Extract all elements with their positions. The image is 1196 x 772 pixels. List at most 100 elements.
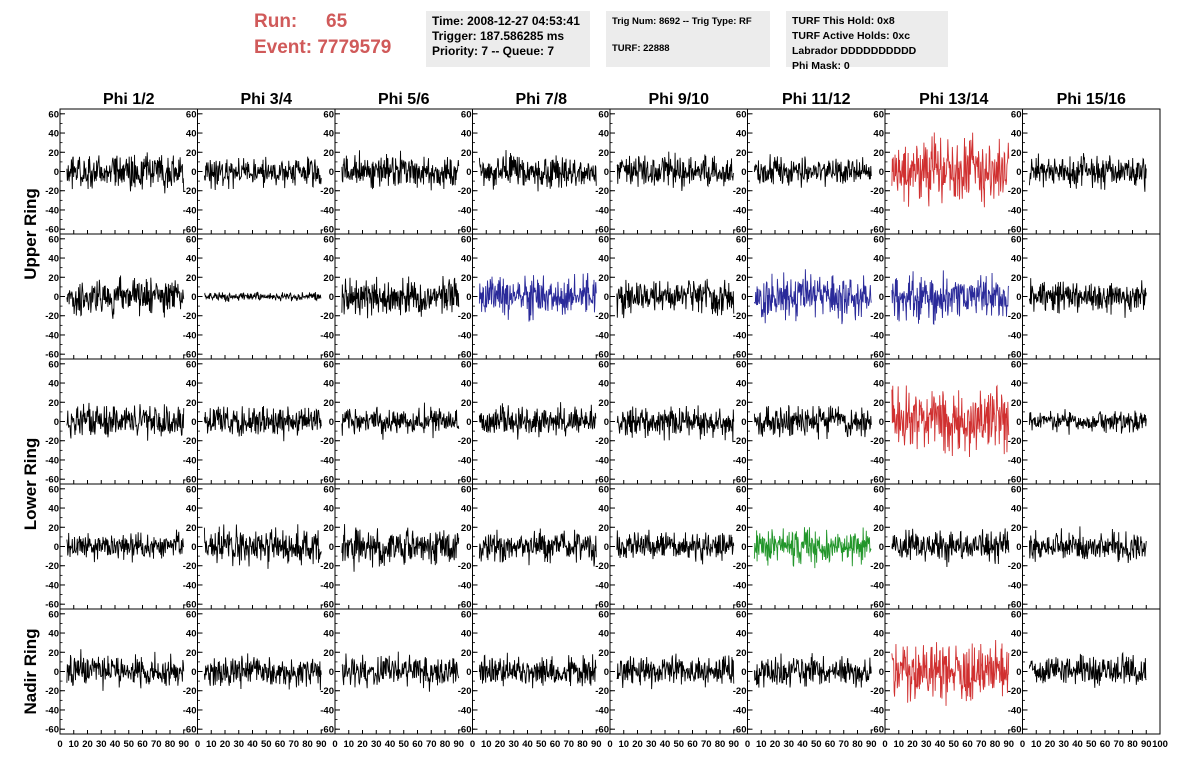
y-tick-label: 60: [186, 109, 197, 120]
x-tick-label: 80: [302, 739, 313, 750]
y-tick-label: 0: [1016, 542, 1021, 553]
y-tick-label: 40: [598, 629, 609, 640]
trig-num-text: Trig Num: 8692 -- Trig Type: RF: [612, 16, 752, 27]
x-tick-label: 70: [976, 739, 987, 750]
x-tick-label: 30: [233, 739, 244, 750]
y-tick-label: -40: [733, 455, 747, 466]
x-tick-label: 60: [137, 739, 148, 750]
column-title: Phi 3/4: [240, 91, 292, 108]
y-tick-label: -20: [45, 686, 59, 697]
y-tick-label: 20: [736, 148, 747, 159]
waveform-trace: [616, 529, 735, 565]
x-tick-label: 70: [151, 739, 162, 750]
y-tick-label: 0: [604, 542, 609, 553]
x-tick-label: 80: [165, 739, 176, 750]
y-tick-label: 40: [323, 379, 334, 390]
y-tick-label: -60: [320, 225, 334, 236]
y-tick-label: -40: [320, 330, 334, 341]
y-tick-label: 0: [741, 417, 746, 428]
x-tick-label: 70: [1113, 739, 1124, 750]
y-tick-label: 40: [461, 629, 472, 640]
x-tick-label: 0: [745, 739, 750, 750]
y-tick-label: 0: [191, 292, 196, 303]
y-tick-label: 20: [598, 273, 609, 284]
y-tick-label: -60: [1008, 600, 1022, 611]
y-tick-label: 40: [736, 254, 747, 265]
y-tick-label: -20: [733, 561, 747, 572]
y-tick-label: -60: [733, 225, 747, 236]
x-tick-label: 10: [618, 739, 629, 750]
x-tick-label: 70: [288, 739, 299, 750]
y-tick-label: -60: [45, 600, 59, 611]
y-tick-label: 60: [1011, 109, 1022, 120]
y-tick-label: -60: [1008, 475, 1022, 486]
y-tick-label: 40: [186, 379, 197, 390]
y-tick-label: 60: [323, 359, 334, 370]
y-tick-label: -40: [870, 330, 884, 341]
x-tick-label: 60: [275, 739, 286, 750]
y-tick-label: 60: [598, 484, 609, 495]
y-tick-label: -60: [595, 225, 609, 236]
y-tick-label: -60: [458, 600, 472, 611]
y-tick-label: 20: [1011, 648, 1022, 659]
y-tick-label: 20: [323, 398, 334, 409]
x-tick-label: 10: [1031, 739, 1042, 750]
y-tick-label: 20: [736, 648, 747, 659]
x-tick-label: 60: [825, 739, 836, 750]
waveform-trace: [616, 653, 735, 690]
y-tick-label: 60: [323, 234, 334, 245]
x-tick-label: 90: [866, 739, 877, 750]
y-tick-label: -20: [870, 311, 884, 322]
x-tick-label: 80: [577, 739, 588, 750]
y-tick-label: 60: [186, 359, 197, 370]
y-tick-label: -20: [595, 686, 609, 697]
x-tick-label: 60: [1100, 739, 1111, 750]
y-tick-label: -40: [1008, 205, 1022, 216]
y-tick-label: 40: [1011, 129, 1022, 140]
y-tick-label: 0: [879, 542, 884, 553]
y-tick-label: -40: [458, 580, 472, 591]
y-tick-label: 20: [323, 523, 334, 534]
y-tick-label: -40: [733, 205, 747, 216]
y-tick-label: 20: [873, 523, 884, 534]
y-tick-label: -40: [595, 705, 609, 716]
waveform-trace: [1028, 278, 1147, 318]
waveform-trace: [616, 405, 735, 443]
y-tick-label: 0: [741, 167, 746, 178]
y-tick-label: 20: [736, 273, 747, 284]
y-tick-label: 20: [323, 273, 334, 284]
x-tick-label: 40: [522, 739, 533, 750]
y-tick-label: 40: [48, 129, 59, 140]
y-tick-label: -40: [183, 205, 197, 216]
y-tick-label: -60: [183, 600, 197, 611]
y-tick-label: 40: [323, 629, 334, 640]
waveform-trace: [341, 651, 460, 692]
y-tick-label: -20: [183, 561, 197, 572]
x-tick-label: 90: [591, 739, 602, 750]
x-tick-label: 30: [783, 739, 794, 750]
y-tick-label: 60: [1011, 609, 1022, 620]
y-tick-label: -60: [320, 600, 334, 611]
y-tick-label: -40: [320, 205, 334, 216]
x-tick-label: 0: [470, 739, 475, 750]
x-tick-label: 80: [440, 739, 451, 750]
x-tick-label: 60: [687, 739, 698, 750]
x-tick-label: 40: [1072, 739, 1083, 750]
y-tick-label: -60: [458, 350, 472, 361]
event-value: 7779579: [317, 37, 392, 58]
y-tick-label: -20: [595, 561, 609, 572]
waveform-trace: [1028, 409, 1147, 435]
x-tick-label: 90: [1003, 739, 1014, 750]
y-tick-label: 60: [598, 109, 609, 120]
x-tick-label: 80: [1127, 739, 1138, 750]
y-tick-label: 20: [873, 398, 884, 409]
y-tick-label: 40: [323, 129, 334, 140]
y-tick-label: -60: [733, 475, 747, 486]
y-tick-label: -40: [733, 580, 747, 591]
waveform-trace: [478, 150, 597, 192]
y-tick-label: -20: [320, 186, 334, 197]
y-tick-label: 20: [186, 523, 197, 534]
y-tick-label: 60: [873, 359, 884, 370]
y-tick-label: -40: [595, 455, 609, 466]
y-tick-label: -20: [183, 311, 197, 322]
